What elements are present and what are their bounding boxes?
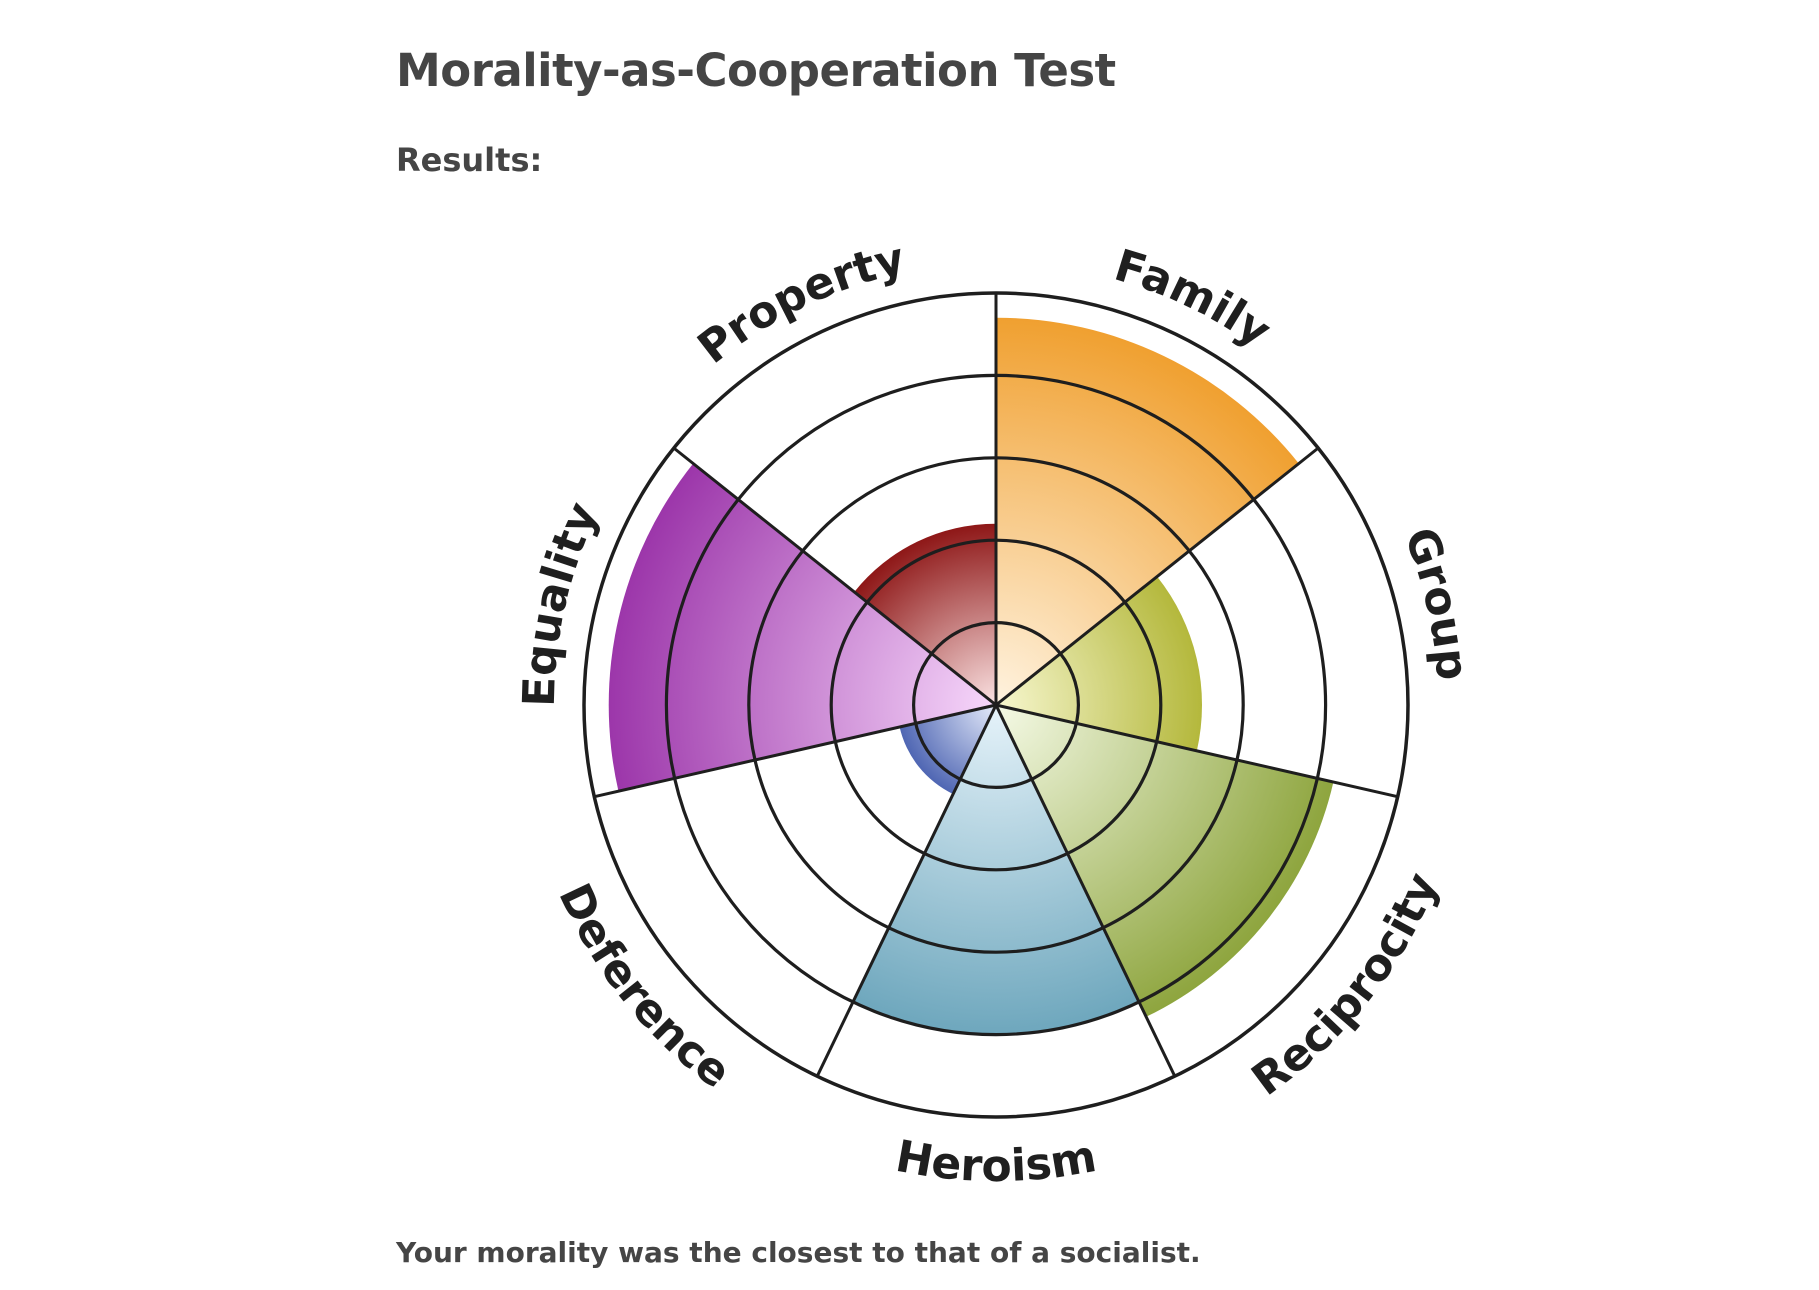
wedge-property <box>854 523 996 705</box>
polar-chart: Family Group Reciprocity Heroism Deference Eq… <box>491 236 1501 1206</box>
wedge-group <box>996 576 1202 751</box>
wedge-deference <box>899 705 996 795</box>
category-label-family: Family <box>1109 240 1280 357</box>
grid-spoke-7 <box>672 446 997 707</box>
grid-spoke-4 <box>994 704 1177 1077</box>
grid-spokes <box>593 293 1399 1077</box>
category-label-deference: Deference <box>548 876 739 1098</box>
page-title: Morality-as-Cooperation Test <box>396 44 1116 97</box>
polar-chart-svg: FamilyGroupReciprocityHeroismDeferenceEq… <box>514 236 1478 1192</box>
wedge-equality <box>608 463 996 792</box>
result-conclusion: Your morality was the closest to that of… <box>396 1236 1201 1269</box>
wedge-reciprocity <box>996 705 1334 1017</box>
category-label-heroism: Heroism <box>892 1131 1100 1192</box>
grid-spoke-6 <box>593 703 997 799</box>
grid-spoke-5 <box>815 704 998 1077</box>
category-label-equality: Equality <box>514 495 609 708</box>
grid-spoke-3 <box>995 703 1399 799</box>
results-heading: Results: <box>396 141 543 179</box>
grid-spoke-2 <box>995 446 1320 707</box>
category-label-property: Property <box>689 236 910 374</box>
wedges-layer <box>608 317 1334 1035</box>
